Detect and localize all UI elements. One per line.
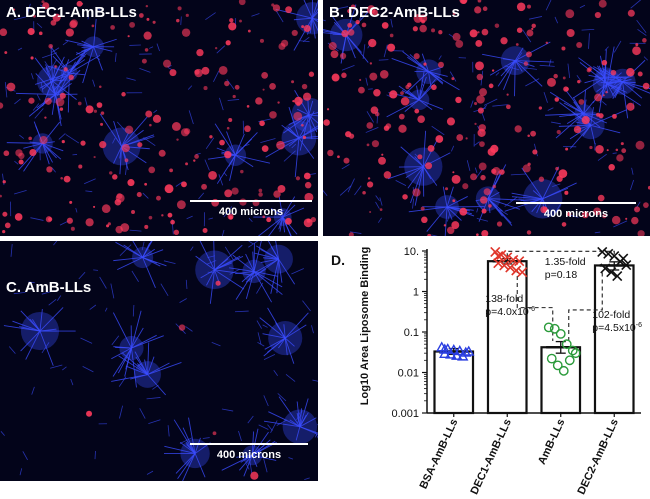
x-category-label: BSA-AmB-LLs bbox=[418, 417, 461, 491]
data-point-x bbox=[517, 267, 528, 278]
bar bbox=[486, 260, 528, 415]
data-point-x bbox=[493, 258, 504, 269]
data-point-triangle bbox=[448, 344, 460, 355]
scale-label-b: 400 microns bbox=[543, 208, 609, 220]
data-point-triangle bbox=[451, 349, 463, 360]
data-point-x bbox=[612, 271, 623, 282]
scale-bar-c bbox=[190, 443, 308, 445]
scale-bar-b bbox=[516, 202, 636, 204]
micrograph-panel-b: B. DEC2-AmB-LLs 400 microns bbox=[323, 0, 650, 236]
chart-points bbox=[436, 246, 632, 376]
data-point-x bbox=[603, 248, 614, 259]
annotation-p-value: p=0.18 bbox=[545, 269, 578, 281]
y-axis-label: Log10 Area Liposome Binding bbox=[359, 247, 371, 406]
y-tick-label: 0.1 bbox=[404, 327, 419, 339]
data-point-triangle bbox=[463, 345, 475, 356]
data-point-x bbox=[511, 265, 522, 276]
data-point-circle bbox=[543, 322, 554, 333]
x-category-label: AmB-LLs bbox=[536, 417, 568, 466]
data-point-triangle bbox=[445, 348, 457, 359]
data-point-x bbox=[514, 256, 525, 267]
scale-label-a: 400 microns bbox=[218, 206, 284, 218]
data-point-triangle bbox=[439, 343, 451, 354]
micrograph-panel-a: A. DEC1-AmB-LLs 400 microns bbox=[0, 0, 318, 236]
micrograph-c-image bbox=[0, 241, 318, 481]
data-point-circle bbox=[555, 328, 566, 339]
chart-bars bbox=[433, 257, 635, 415]
data-point-x bbox=[502, 252, 513, 263]
bracket-dec1-dec2 bbox=[506, 250, 615, 258]
data-point-circle bbox=[567, 345, 578, 356]
bracket-dec1-amb bbox=[516, 268, 554, 341]
annotation-p-value: p=4.0x10-6 bbox=[485, 306, 535, 318]
data-point-x bbox=[621, 259, 632, 271]
panel-d-label: D. bbox=[331, 252, 345, 268]
data-point-circle bbox=[570, 348, 581, 359]
data-point-x bbox=[508, 254, 519, 266]
micrograph-b-image bbox=[323, 0, 650, 236]
data-point-circle bbox=[549, 323, 560, 334]
y-tick-label: 0.001 bbox=[391, 408, 419, 420]
data-point-circle bbox=[552, 360, 563, 371]
data-point-x bbox=[496, 249, 507, 260]
x-category-label: DEC1-AmB-LLs bbox=[468, 417, 513, 496]
bar bbox=[433, 350, 475, 415]
annotation-fold: 138-fold bbox=[485, 293, 523, 305]
data-point-x bbox=[618, 253, 629, 264]
data-point-x bbox=[505, 262, 516, 273]
data-point-circle bbox=[546, 353, 557, 364]
x-category-label: DEC2-AmB-LLs bbox=[575, 417, 620, 496]
micrograph-panel-c: C. AmB-LLs 400 microns bbox=[0, 241, 318, 481]
data-point-x bbox=[499, 260, 510, 271]
panel-a-label: A. DEC1-AmB-LLs bbox=[6, 4, 137, 21]
bracket-amb-dec2 bbox=[568, 272, 603, 341]
data-point-x bbox=[493, 250, 504, 262]
y-tick-label: 1 bbox=[413, 287, 419, 299]
data-point-circle bbox=[561, 339, 572, 350]
bar bbox=[593, 264, 635, 415]
data-point-x bbox=[600, 263, 611, 274]
panel-b-label: B. DEC2-AmB-LLs bbox=[329, 4, 460, 21]
annotation-fold: 102-fold bbox=[592, 309, 630, 321]
data-point-circle bbox=[564, 355, 575, 366]
data-point-x bbox=[490, 246, 501, 257]
scale-bar-a bbox=[190, 200, 312, 202]
data-point-triangle bbox=[457, 350, 469, 361]
data-point-triangle bbox=[454, 345, 466, 356]
liposome-binding-chart: D. Log10 Area Liposome Binding 0.001 0.01… bbox=[331, 246, 642, 497]
scale-label-c: 400 microns bbox=[216, 449, 282, 461]
data-point-x bbox=[597, 246, 608, 257]
micrograph-a-image bbox=[0, 0, 318, 236]
y-tick-label: 10. bbox=[404, 246, 419, 258]
annotation-p-value: p=4.5x10-6 bbox=[592, 322, 642, 334]
annotation-fold: 1.35-fold bbox=[545, 256, 586, 268]
data-point-x bbox=[606, 267, 617, 278]
panel-c-label: C. AmB-LLs bbox=[6, 279, 92, 296]
data-point-circle bbox=[558, 365, 569, 376]
y-tick-label: 0.01 bbox=[398, 368, 419, 380]
